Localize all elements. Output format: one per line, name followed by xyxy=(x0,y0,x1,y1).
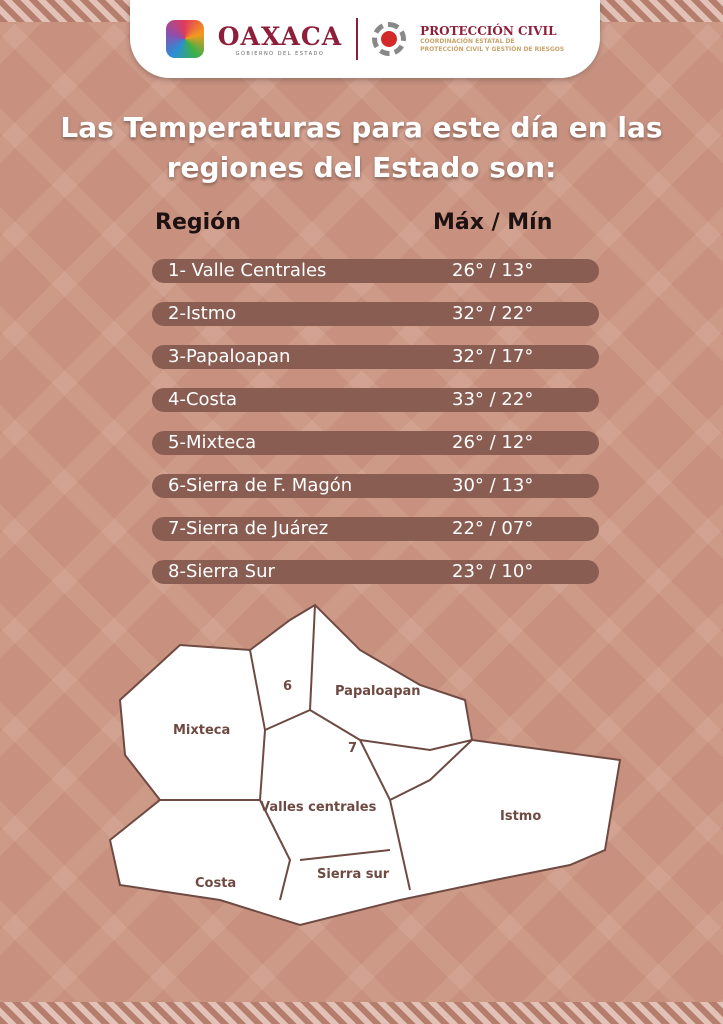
oaxaca-title: OAXACA xyxy=(217,21,343,51)
oaxaca-subtitle: GOBIERNO DEL ESTADO xyxy=(235,50,325,57)
region-row: 1- Valle Centrales 26° / 13° xyxy=(152,259,599,283)
region-row: 4-Costa 33° / 22° xyxy=(152,388,599,412)
map-label-sierra-sur: Sierra sur xyxy=(317,867,390,882)
header-banner: OAXACA GOBIERNO DEL ESTADO PROTECCIÓN CI… xyxy=(130,0,600,78)
decorative-border-bottom xyxy=(0,1002,723,1024)
region-name: 2-Istmo xyxy=(168,303,237,324)
map-label-mixteca: Mixteca xyxy=(173,723,230,738)
pc-title: PROTECCIÓN CIVIL xyxy=(420,24,557,38)
region-temps: 26° / 13° xyxy=(452,260,534,281)
proteccion-civil-logo-icon xyxy=(372,22,407,56)
region-temps: 23° / 10° xyxy=(452,561,534,582)
region-name: 6-Sierra de F. Magón xyxy=(168,475,353,496)
map-label-papaloapan: Papaloapan xyxy=(335,684,421,699)
map-outline xyxy=(108,603,622,927)
region-row: 7-Sierra de Juárez 22° / 07° xyxy=(152,517,599,541)
region-name: 1- Valle Centrales xyxy=(168,260,327,281)
pc-subtitle-2: PROTECCIÓN CIVIL Y GESTIÓN DE RIESGOS xyxy=(420,46,565,53)
title-line-2: regiones del Estado son: xyxy=(166,151,557,184)
region-temps: 26° / 12° xyxy=(452,432,534,453)
map-label-6: 6 xyxy=(283,679,292,694)
column-header-region: Región xyxy=(155,210,241,235)
region-temps: 30° / 13° xyxy=(452,475,534,496)
region-name: 4-Costa xyxy=(168,389,237,410)
map-label-7: 7 xyxy=(348,741,357,756)
column-header-maxmin: Máx / Mín xyxy=(433,210,553,235)
region-name: 3-Papaloapan xyxy=(168,346,291,367)
region-row: 5-Mixteca 26° / 12° xyxy=(152,431,599,455)
region-row: 3-Papaloapan 32° / 17° xyxy=(152,345,599,369)
oaxaca-region-map: 6 Papaloapan Mixteca 7 Valles centrales … xyxy=(108,603,622,927)
region-name: 8-Sierra Sur xyxy=(168,561,275,582)
region-name: 5-Mixteca xyxy=(168,432,257,453)
map-label-valles-centrales: Valles centrales xyxy=(260,800,377,815)
region-name: 7-Sierra de Juárez xyxy=(168,518,329,539)
title-line-1: Las Temperaturas para este día en las xyxy=(60,111,663,144)
region-row: 6-Sierra de F. Magón 30° / 13° xyxy=(152,474,599,498)
header-divider xyxy=(356,18,359,60)
region-borders xyxy=(160,604,473,901)
map-label-istmo: Istmo xyxy=(500,809,541,824)
map-label-costa: Costa xyxy=(195,876,236,891)
region-temps: 22° / 07° xyxy=(452,518,534,539)
region-row: 8-Sierra Sur 23° / 10° xyxy=(152,560,599,584)
region-temps: 33° / 22° xyxy=(452,389,534,410)
oaxaca-logo-icon xyxy=(165,20,204,58)
pc-subtitle-1: COORDINACIÓN ESTATAL DE xyxy=(420,38,515,45)
page-title: Las Temperaturas para este día en las re… xyxy=(0,108,723,188)
region-temps: 32° / 22° xyxy=(452,303,534,324)
region-temps: 32° / 17° xyxy=(452,346,534,367)
region-row: 2-Istmo 32° / 22° xyxy=(152,302,599,326)
